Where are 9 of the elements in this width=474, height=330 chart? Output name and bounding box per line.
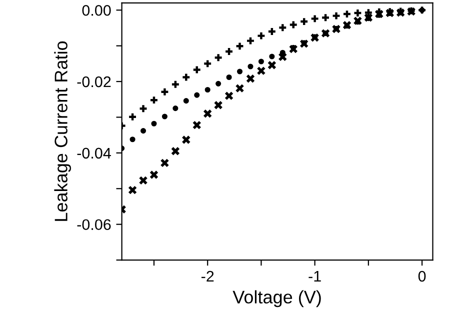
x-tick-label: -2 <box>201 270 214 282</box>
x-tick-label: -1 <box>308 271 321 282</box>
y-axis-title: Leakage Current Ratio <box>54 41 72 221</box>
y-tick-label: -0.04 <box>77 148 111 159</box>
y-tick-label: 0.00 <box>82 4 111 16</box>
x-axis-title: Voltage (V) <box>232 290 321 308</box>
x-tick-label: 0 <box>418 270 426 282</box>
y-tick-label: -0.06 <box>77 219 111 230</box>
y-tick-label: -0.02 <box>77 76 111 88</box>
